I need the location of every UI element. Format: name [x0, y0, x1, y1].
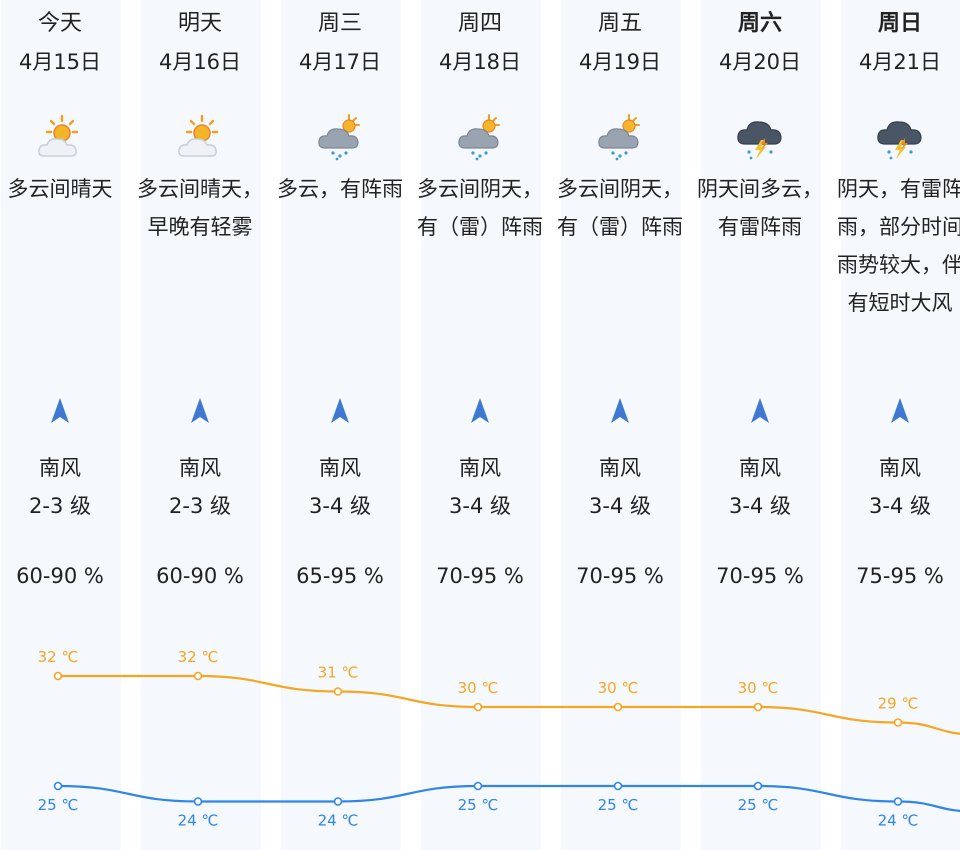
high-temp-label: 30 ℃: [598, 679, 639, 697]
high-temp-point: [193, 671, 203, 681]
wind-direction-icon: [468, 396, 492, 426]
wind-direction-icon: [888, 396, 912, 426]
low-temp-point: [333, 797, 343, 806]
low-temp-point: [613, 781, 623, 791]
weekday-label: 周六: [737, 11, 782, 36]
date-label: 4月21日: [858, 50, 942, 74]
high-temp-point: [753, 702, 763, 712]
low-temp-point: [753, 781, 763, 791]
low-temp-label: 25 ℃: [38, 796, 79, 814]
wind-direction-icon: [48, 396, 72, 426]
high-temp-line: [57, 674, 960, 735]
wind-direction: 南风: [739, 456, 781, 480]
day-forecast: 周日 4月21日阴天，有雷阵雨，部分时间雨势较大，伴有短时大风南风 3-4 级 75-…: [830, 0, 960, 850]
date-label: 4月15日: [18, 50, 102, 74]
high-temp-label: 31 ℃: [318, 664, 359, 682]
humidity: 60-90 %: [16, 564, 104, 588]
wind-level: 3-4 级: [449, 494, 511, 518]
high-temp-label: 32 ℃: [178, 648, 219, 666]
day-forecast: 周五 4月19日多云间阴天，有（雷）阵雨南风 3-4 级 70-95 %: [550, 0, 690, 850]
high-temp-point: [333, 687, 343, 696]
cloudy-rain-icon: [595, 112, 645, 162]
wind-direction-icon: [188, 396, 212, 426]
thunderstorm-icon: [735, 112, 785, 162]
low-temp-point: [193, 797, 203, 806]
high-temp-label: 30 ℃: [458, 679, 499, 697]
wind-direction: 南风: [879, 456, 921, 480]
weekday-label: 周五: [597, 11, 642, 36]
weather-description: 多云间阴天，有（雷）阵雨: [557, 177, 683, 239]
wind-level: 3-4 级: [589, 494, 651, 518]
low-temp-label: 24 ℃: [178, 812, 219, 830]
date-label: 4月18日: [438, 50, 522, 74]
wind-direction-icon: [608, 396, 632, 426]
low-temp-line: [57, 784, 960, 812]
date-label: 4月20日: [718, 50, 802, 74]
low-temp-label: 24 ℃: [318, 812, 359, 830]
thunderstorm-icon: [875, 112, 925, 162]
weekday-label: 今天: [37, 11, 82, 36]
day-forecast: 周四 4月18日多云间阴天，有（雷）阵雨南风 3-4 级 70-95 %: [410, 0, 550, 850]
low-temp-point: [53, 781, 63, 791]
wind-direction-icon: [748, 396, 772, 426]
low-temp-label: 24 ℃: [878, 812, 919, 830]
wind-direction: 南风: [459, 456, 501, 480]
high-temp-label: 30 ℃: [738, 679, 779, 697]
high-temp-label: 29 ℃: [878, 695, 919, 713]
day-forecast: 周六 4月20日阴天间多云，有雷阵雨南风 3-4 级 70-95 %: [690, 0, 830, 850]
humidity: 75-95 %: [856, 564, 944, 588]
weather-description: 多云，有阵雨: [277, 177, 403, 201]
wind-direction: 南风: [39, 456, 81, 480]
humidity: 70-95 %: [576, 564, 664, 588]
humidity: 60-90 %: [156, 564, 244, 588]
wind-level: 3-4 级: [309, 494, 371, 518]
wind-level: 2-3 级: [29, 494, 91, 518]
low-temp-point: [473, 781, 483, 791]
low-temp-point: [893, 797, 903, 806]
humidity: 65-95 %: [296, 564, 384, 588]
cloudy-rain-icon: [455, 112, 505, 162]
humidity: 70-95 %: [436, 564, 524, 588]
high-temp-point: [613, 702, 623, 712]
wind-level: 3-4 级: [869, 494, 931, 518]
date-label: 4月17日: [298, 50, 382, 74]
humidity: 70-95 %: [716, 564, 804, 588]
partly-sunny-icon: [175, 112, 225, 162]
low-temp-label: 25 ℃: [458, 796, 499, 814]
high-temp-label: 32 ℃: [38, 648, 79, 666]
wind-level: 3-4 级: [729, 494, 791, 518]
weather-description: 阴天，有雷阵雨，部分时间雨势较大，伴有短时大风: [837, 177, 960, 315]
weather-description: 多云间晴天，早晚有轻雾: [137, 177, 263, 239]
partly-sunny-icon: [35, 112, 85, 162]
wind-direction: 南风: [599, 456, 641, 480]
wind-direction: 南风: [179, 456, 221, 480]
wind-direction: 南风: [319, 456, 361, 480]
wind-direction-icon: [328, 396, 352, 426]
day-forecast: 周三 4月17日多云，有阵雨 南风 3-4 级 65-95 %: [270, 0, 410, 850]
weekday-label: 周四: [457, 11, 502, 36]
weather-description: 阴天间多云，有雷阵雨: [697, 177, 823, 239]
weekday-label: 周日: [877, 11, 922, 36]
day-forecast: 明天 4月16日多云间晴天，早晚有轻雾南风 2-3 级 60-90 %: [130, 0, 270, 850]
date-label: 4月19日: [578, 50, 662, 74]
high-temp-point: [893, 718, 903, 727]
low-temp-label: 25 ℃: [598, 796, 639, 814]
low-temp-label: 25 ℃: [738, 796, 779, 814]
date-label: 4月16日: [158, 50, 242, 74]
weather-description: 多云间阴天，有（雷）阵雨: [417, 177, 543, 239]
high-temp-point: [53, 671, 63, 681]
weekday-label: 明天: [177, 11, 222, 36]
weekday-label: 周三: [317, 11, 362, 36]
high-temp-point: [473, 702, 483, 712]
day-forecast: 今天 4月15日多云间晴天南风 2-3 级 60-90 %: [0, 0, 130, 850]
wind-level: 2-3 级: [169, 494, 231, 518]
weather-description: 多云间晴天: [7, 177, 113, 201]
cloudy-rain-icon: [315, 112, 365, 162]
